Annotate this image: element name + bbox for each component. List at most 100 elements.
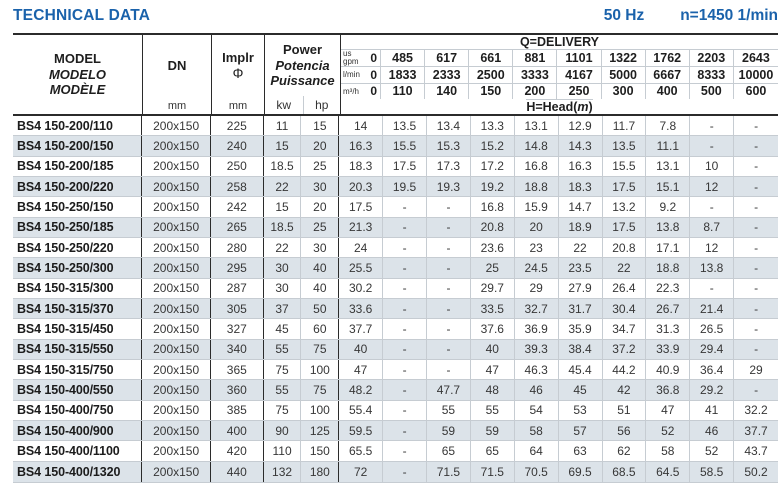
head-value-cell: 46.3: [515, 359, 559, 380]
impeller-cell: 295: [211, 258, 264, 278]
head-value-cell: 18.9: [559, 217, 603, 237]
head-value-cell: 46: [690, 420, 735, 441]
power-kw-cell: 37: [264, 298, 302, 319]
delivery-unit-row: us gpm 0 485 617 661 881 1101 1322 1762 2203 2643: [341, 49, 778, 66]
head-value-cell: 17.5: [603, 176, 647, 197]
model-label-es: MODELO: [48, 66, 107, 82]
head-value-cell: -: [754, 281, 759, 296]
speed-value: n=1450 1/min: [680, 7, 778, 24]
head-value-cell: -: [383, 237, 427, 258]
dn-label: DN: [167, 58, 187, 74]
head-value-cell: 17.5: [383, 156, 427, 176]
power-unit-kw: kw: [276, 98, 292, 112]
head-value-cell: 26.7: [646, 298, 691, 319]
power-kw-cell: 110: [264, 441, 302, 461]
model-cell: BS4 150-200/110: [13, 116, 143, 136]
head-value-cell: -: [383, 298, 427, 319]
head-value-cell: 22: [559, 237, 603, 258]
head-value-cell: 16.3: [559, 156, 603, 176]
delivery-unit-label: l/min: [343, 69, 360, 79]
head-value-cell: 38.4: [559, 339, 603, 359]
head-value-cell: 37.2: [603, 339, 647, 359]
head-value-cell: 20.8: [471, 217, 515, 237]
dn-cell: 200x150: [142, 359, 211, 380]
head-value-cell: 15.1: [646, 176, 691, 197]
head-value-cell: 47: [339, 359, 384, 380]
power-kw-cell: 30: [264, 278, 302, 298]
head-value-cell: 43.7: [744, 443, 768, 458]
head-value-cell: 69.5: [559, 461, 603, 482]
impeller-cell: 250: [211, 156, 264, 176]
delivery-value: 250: [557, 83, 602, 100]
head-value-cell: 34.7: [603, 319, 647, 339]
header-impeller-column: Implr Φ mm: [212, 35, 265, 114]
head-value-cell: -: [690, 136, 735, 156]
head-value-cell: -: [383, 359, 427, 380]
head-value-cell: 19.5: [383, 176, 427, 197]
head-value-cell: 14.8: [515, 136, 559, 156]
table-row: BS4 150-315/750 200x150 365 75 100 47- -47 46.3…: [13, 359, 778, 381]
table-body: BS4 150-200/110 200x150 225 11 15 14 13.5 13.4 1…: [13, 116, 778, 483]
delivery-title: Q=DELIVERY: [519, 35, 600, 49]
head-value-cell: -: [427, 258, 471, 278]
power-kw-cell: 18.5: [264, 156, 302, 176]
head-value-cell: 18.8: [515, 176, 559, 197]
table-row: BS4 150-250/150 200x150 242 15 20 17.5- -16.8 1…: [13, 197, 778, 218]
delivery-unit-row: m³/h 0 110 140 150 200 250 300 400 500 600: [341, 82, 778, 100]
head-value-cell: -: [383, 197, 427, 217]
head-value-cell: 17.1: [646, 237, 691, 258]
power-kw-cell: 18.5: [264, 217, 302, 237]
head-value-cell: 59.5: [339, 420, 384, 441]
head-value-cell: -: [427, 319, 471, 339]
head-value-cell: 36.8: [646, 380, 691, 400]
head-value-cell: -: [754, 260, 759, 275]
power-hp-cell: 25: [301, 217, 340, 237]
table-row: BS4 150-400/1100 200x150 420 110 150 65.5-65 6…: [13, 441, 778, 462]
head-value-cell: -: [754, 301, 759, 316]
dn-cell: 200x150: [142, 237, 211, 258]
power-hp-cell: 60: [301, 319, 340, 339]
delivery-value: 140: [425, 83, 470, 100]
delivery-unit-label-cell: m³/h 0: [341, 83, 381, 100]
head-value-cell: 42: [603, 380, 647, 400]
head-value-cell: 55.4: [339, 400, 384, 420]
head-value-cell: 17.3: [427, 156, 471, 176]
impeller-cell: 420: [211, 441, 264, 461]
head-value-cell: 22.3: [646, 278, 691, 298]
head-value-cell: 27.9: [559, 278, 603, 298]
frequency-value: 50 Hz: [603, 7, 645, 24]
head-value-cell: -: [427, 339, 471, 359]
power-hp-cell: 20: [301, 197, 340, 217]
head-value-cell: 22: [603, 258, 647, 278]
header-model-column: MODEL MODELO MODÈLE: [13, 35, 143, 114]
head-value-cell: 15.9: [515, 197, 559, 217]
delivery-value: 485: [381, 50, 426, 66]
head-value-cell: 58: [646, 441, 691, 461]
power-kw-cell: 22: [264, 176, 302, 197]
head-value-cell: 40.9: [646, 359, 691, 380]
head-value-cell: 16.3: [339, 136, 384, 156]
impeller-cell: 258: [211, 176, 264, 197]
table-row: BS4 150-315/300 200x150 287 30 40 30.2- -29.7 2…: [13, 278, 778, 299]
head-value-cell: -: [754, 382, 759, 397]
impeller-cell: 242: [211, 197, 264, 217]
delivery-value: 881: [513, 50, 558, 66]
model-cell: BS4 150-250/300: [13, 258, 143, 278]
head-value-cell: 48.2: [339, 380, 384, 400]
power-hp-cell: 180: [301, 461, 340, 482]
delivery-value: 150: [469, 83, 514, 100]
dn-cell: 200x150: [142, 380, 211, 400]
dn-cell: 200x150: [142, 136, 211, 156]
head-value-cell: 14.7: [559, 197, 603, 217]
dn-cell: 200x150: [142, 197, 211, 217]
head-value-cell: 23.6: [471, 237, 515, 258]
impeller-cell: 340: [211, 339, 264, 359]
header-dn-column: DN mm: [143, 35, 212, 114]
table-row: BS4 150-200/185 200x150 250 18.5 25 18.3 17.5 1…: [13, 156, 778, 177]
head-value-cell: 40: [471, 339, 515, 359]
power-hp-cell: 30: [301, 176, 340, 197]
impeller-cell: 265: [211, 217, 264, 237]
model-label-fr: MODÈLE: [49, 82, 106, 98]
impeller-cell: 400: [211, 420, 264, 441]
